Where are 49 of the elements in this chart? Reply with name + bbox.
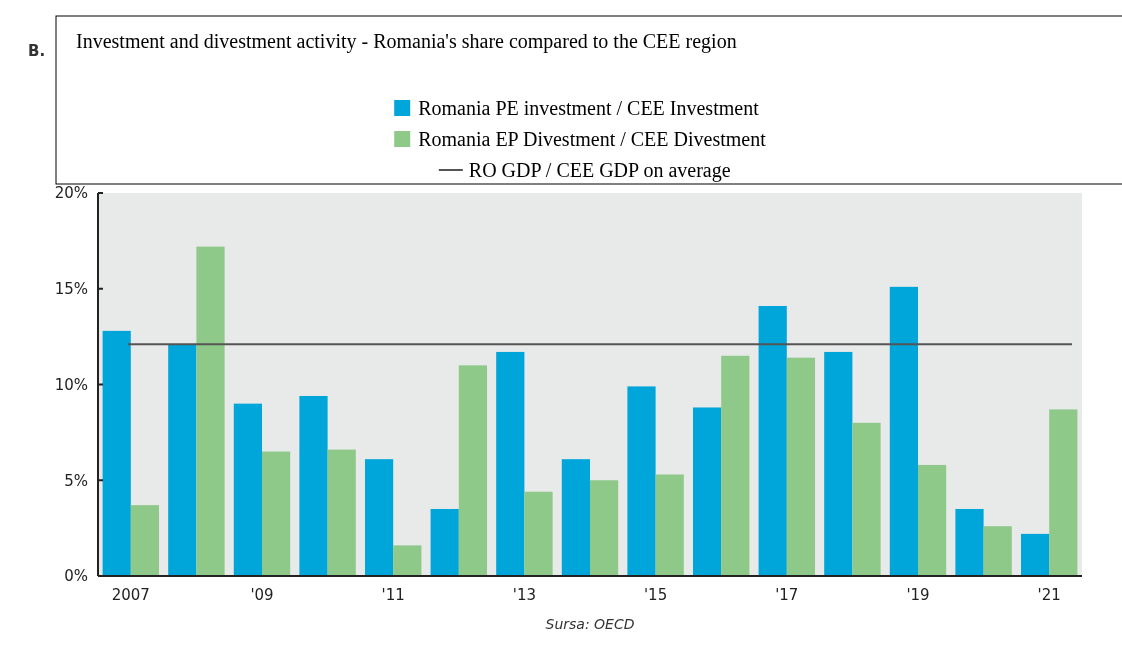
chart-title: Investment and divestment activity - Romania's share compared to the CEE region: [76, 30, 737, 53]
bar: [233, 403, 262, 576]
bar: [721, 355, 750, 576]
text: Sursa: OECD: [545, 616, 635, 632]
x-tick-label: '17: [775, 586, 799, 604]
bar: [430, 508, 459, 576]
bar: [918, 464, 947, 576]
bar: [458, 365, 488, 576]
bar: [168, 344, 197, 576]
bar: [130, 505, 160, 576]
bar: [1020, 533, 1050, 576]
x-tick-label: 2007: [111, 586, 150, 604]
bar: [393, 545, 422, 576]
bar: [102, 330, 131, 576]
bar: [590, 480, 619, 576]
x-tick-label: '13: [512, 586, 537, 604]
bar: [196, 246, 225, 576]
legend-label: RO GDP / CEE GDP on average: [468, 159, 731, 182]
y-tick-label: 15%: [54, 280, 88, 298]
x-tick-label: '11: [381, 586, 405, 604]
bar: [655, 474, 684, 576]
y-tick-label: 20%: [54, 184, 88, 203]
bar: [983, 526, 1012, 576]
bar: [327, 449, 356, 576]
bar: [692, 407, 722, 576]
bar: [758, 305, 787, 576]
legend-label: Romania PE investment / CEE Investment: [418, 97, 760, 119]
bar: [524, 491, 553, 576]
y-tick-label: 0%: [64, 567, 88, 586]
bar: [561, 459, 590, 576]
bar: [824, 351, 853, 576]
bar: [955, 508, 984, 576]
x-tick-label: '21: [1037, 586, 1061, 604]
legend-label: Romania EP Divestment / CEE Divestment: [418, 128, 767, 150]
y-tick-label: 10%: [54, 375, 88, 394]
bar: [852, 422, 881, 576]
bar: [299, 395, 328, 576]
x-tick-label: '09: [250, 586, 274, 604]
x-tick-label: '19: [906, 586, 930, 604]
x-tick-label: '15: [643, 586, 668, 604]
bar: [627, 386, 656, 576]
bar: [1049, 409, 1078, 576]
bar: [364, 459, 394, 576]
text: B.: [28, 42, 46, 60]
bar: [889, 286, 918, 576]
bar: [496, 351, 525, 576]
bar: [786, 357, 816, 576]
y-tick-label: 5%: [64, 471, 88, 490]
bar: [262, 451, 291, 576]
